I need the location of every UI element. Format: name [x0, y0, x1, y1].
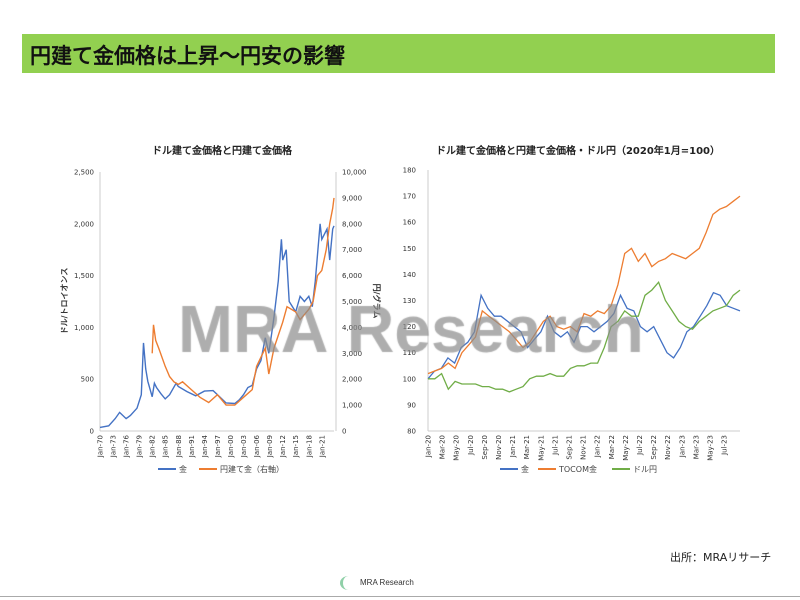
y2-tick-label: 7,000: [342, 246, 362, 254]
x-tick-label: May-20: [453, 435, 461, 461]
x-tick-label: Jan-88: [175, 435, 183, 458]
x-tick-label: May-22: [622, 435, 630, 461]
y-tick-label: 130: [403, 297, 416, 305]
y-tick-label: 170: [403, 193, 416, 201]
x-tick-label: Jan-03: [240, 435, 248, 458]
series-line-tocom-gold: [427, 195, 741, 375]
x-tick-label: Jan-91: [188, 435, 196, 458]
right-y-axis-label: 円/グラム: [372, 284, 382, 319]
x-tick-label: Jul-22: [636, 435, 644, 456]
x-tick-label: Jan-97: [214, 435, 222, 458]
x-tick-label: May-23: [707, 435, 715, 461]
x-tick-label: Jul-20: [467, 435, 475, 456]
left-chart-title: ドル建て金価格と円建て金価格: [152, 144, 293, 157]
series-line-yen-gold: [151, 197, 335, 406]
x-tick-label: Jan-82: [149, 435, 157, 458]
x-tick-label: Jan-00: [227, 435, 235, 458]
y-tick-label: 500: [81, 376, 94, 384]
x-tick-label: Mar-22: [608, 435, 616, 459]
x-tick-label: Jan-73: [110, 435, 118, 458]
x-tick-label: Jul-23: [721, 435, 729, 456]
x-tick-label: Nov-21: [580, 435, 588, 460]
logo-icon: [340, 576, 357, 590]
y2-tick-label: 4,000: [342, 324, 362, 332]
x-tick-label: Mar-23: [692, 435, 700, 459]
x-tick-label: Jan-09: [266, 435, 274, 458]
x-tick-label: Sep-20: [481, 435, 489, 460]
x-tick-label: Jan-20: [425, 435, 433, 458]
y-tick-label: 90: [407, 401, 416, 409]
x-tick-label: Sep-21: [566, 435, 574, 460]
y-tick-label: 120: [403, 323, 416, 331]
y-tick-label: 1,000: [74, 324, 94, 332]
x-tick-label: Sep-22: [650, 435, 658, 460]
y2-tick-label: 5,000: [342, 298, 362, 306]
y-tick-label: 2,000: [74, 220, 94, 228]
x-tick-label: Jan-06: [253, 434, 261, 458]
x-tick-label: Jan-76: [123, 434, 131, 458]
x-tick-label: Jul-21: [551, 435, 559, 456]
x-tick-label: Jan-21: [318, 435, 326, 458]
left-y-axis-label: ドル/トロイオンス: [60, 268, 69, 335]
x-tick-label: Jan-23: [678, 435, 686, 458]
y-tick-label: 2,500: [74, 169, 94, 177]
x-tick-label: Jan-15: [292, 435, 300, 458]
y2-tick-label: 10,000: [342, 169, 367, 177]
y-tick-label: 110: [403, 349, 416, 357]
x-tick-label: Jan-79: [136, 435, 144, 458]
x-tick-label: May-21: [537, 435, 545, 461]
x-tick-label: Nov-20: [495, 435, 503, 460]
x-tick-label: Jan-94: [201, 434, 209, 458]
series-line-gold: [99, 223, 335, 429]
legend-label: 金: [521, 464, 529, 474]
x-tick-label: Jan-70: [97, 435, 105, 458]
x-tick-label: Mar-20: [439, 435, 447, 459]
x-tick-label: Jan-85: [162, 435, 170, 458]
right-chart-title: ドル建て金価格と円建て金価格・ドル円（2020年1月=100）: [436, 144, 720, 157]
logo: MRA Research: [340, 576, 414, 590]
x-tick-label: Jan-22: [594, 435, 602, 458]
x-tick-label: Jan-21: [509, 435, 517, 458]
y2-tick-label: 1,000: [342, 402, 362, 410]
y-tick-label: 0: [90, 428, 94, 436]
y2-tick-label: 2,000: [342, 376, 362, 384]
x-tick-label: Mar-21: [523, 435, 531, 459]
y-tick-label: 140: [403, 271, 416, 279]
x-tick-label: Jan-12: [279, 435, 287, 458]
footer-divider: [0, 596, 800, 597]
y-tick-label: 100: [403, 375, 416, 383]
y-tick-label: 180: [403, 167, 416, 175]
y2-tick-label: 9,000: [342, 194, 362, 202]
logo-text: MRA Research: [360, 578, 414, 588]
legend-label: 金: [179, 464, 187, 474]
source-note: 出所：MRAリサーチ: [670, 551, 772, 564]
y2-tick-label: 0: [342, 428, 346, 436]
y2-tick-label: 6,000: [342, 272, 362, 280]
x-tick-label: Nov-22: [664, 435, 672, 460]
y-tick-label: 160: [403, 219, 416, 227]
x-tick-label: Jan-18: [305, 435, 313, 458]
legend-label: ドル円: [633, 465, 657, 474]
legend-label: TOCOM金: [558, 464, 597, 474]
y-tick-label: 150: [403, 245, 416, 253]
y2-tick-label: 3,000: [342, 350, 362, 358]
y-tick-label: 1,500: [74, 272, 94, 280]
y2-tick-label: 8,000: [342, 220, 362, 228]
legend-label: 円建て金（右軸）: [220, 464, 284, 474]
y-tick-label: 80: [407, 428, 416, 436]
